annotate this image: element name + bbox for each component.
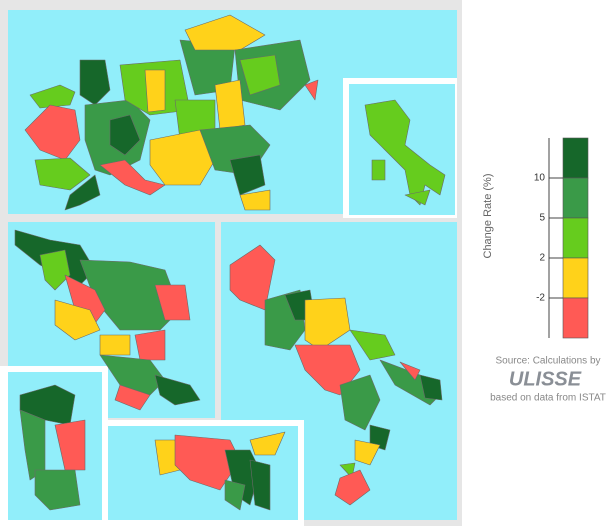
province (154, 284, 191, 321)
legend-tick-label: 5 (539, 213, 545, 224)
legend-tick-label: -2 (536, 293, 545, 304)
province (239, 54, 281, 96)
province (249, 431, 286, 456)
province (419, 374, 443, 401)
province (304, 297, 351, 351)
province (294, 344, 361, 396)
province (114, 384, 151, 411)
province (239, 189, 271, 211)
legend-tick-label: 10 (534, 173, 546, 184)
map (0, 10, 457, 526)
legend-title: Change Rate (%) (482, 174, 494, 259)
island (371, 159, 386, 181)
legend-swatch (562, 297, 589, 339)
province (54, 419, 86, 471)
source-text: based on data from ISTAT (490, 393, 606, 404)
source-text: Source: Calculations by (495, 356, 600, 367)
province (354, 439, 381, 466)
legend-swatch (562, 177, 589, 219)
province (304, 79, 319, 101)
province (39, 249, 71, 291)
legend-swatch (562, 217, 589, 259)
source-logo: ULISSE (509, 368, 582, 390)
legend-swatch (562, 137, 589, 179)
province (29, 84, 76, 109)
island (404, 189, 431, 206)
province (24, 104, 81, 161)
province (109, 114, 141, 156)
province (399, 361, 421, 381)
province (54, 299, 101, 341)
province (249, 459, 271, 511)
province (174, 434, 241, 491)
province (34, 157, 91, 191)
province (224, 479, 246, 511)
province (334, 469, 371, 506)
province (64, 174, 101, 211)
province (34, 469, 81, 511)
legend: Change Rate (%) 10 5 2 -2 (482, 137, 589, 339)
province (99, 354, 166, 396)
province (214, 79, 246, 131)
province (99, 334, 131, 356)
province (144, 69, 166, 113)
province (339, 374, 381, 431)
province (154, 374, 201, 406)
legend-tick-label: 2 (539, 253, 545, 264)
province (64, 274, 106, 331)
province (229, 154, 266, 196)
legend-swatch (562, 257, 589, 299)
province (134, 329, 166, 361)
country (364, 99, 446, 206)
province (79, 59, 111, 106)
province (349, 329, 396, 361)
province (184, 14, 266, 51)
